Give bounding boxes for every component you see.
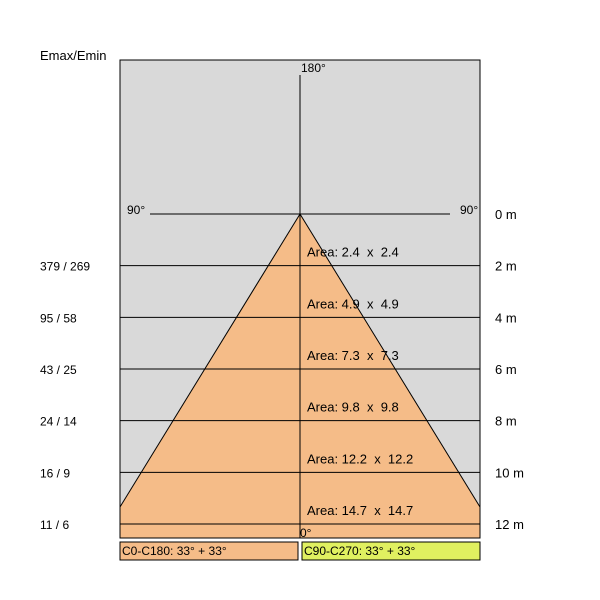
emax-emin-label: 16 / 9 [40, 466, 70, 480]
cone-edge [119, 213, 301, 508]
emax-emin-label: 379 / 269 [40, 260, 90, 274]
cone-edge [299, 213, 481, 508]
legend-label: C0-C180: 33° + 33° [122, 544, 227, 558]
area-label: Area: 2.4 x 2.4 [307, 245, 399, 260]
angle-label: 90° [127, 203, 145, 217]
emax-emin-label: 95 / 58 [40, 311, 77, 325]
angle-label: 90° [460, 203, 478, 217]
area-label: Area: 12.2 x 12.2 [307, 451, 413, 466]
angle-label: 0° [300, 526, 312, 540]
emax-emin-label: 43 / 25 [40, 363, 77, 377]
distance-label: 4 m [495, 310, 517, 325]
angle-label: 180° [301, 61, 326, 75]
distance-label: 8 m [495, 414, 517, 429]
distance-label: 12 m [495, 517, 524, 532]
distance-label: 0 m [495, 207, 517, 222]
distance-label: 10 m [495, 465, 524, 480]
legend-label: C90-C270: 33° + 33° [304, 544, 416, 558]
legend-box [119, 541, 299, 561]
title: Emax/Emin [40, 48, 106, 63]
distance-label: 2 m [495, 259, 517, 274]
area-label: Area: 14.7 x 14.7 [307, 503, 413, 518]
area-label: Area: 4.9 x 4.9 [307, 296, 399, 311]
emax-emin-label: 11 / 6 [40, 518, 69, 532]
legend-box [301, 541, 481, 561]
area-label: Area: 9.8 x 9.8 [307, 400, 399, 415]
distance-label: 6 m [495, 362, 517, 377]
emax-emin-label: 24 / 14 [40, 415, 77, 429]
area-label: Area: 7.3 x 7.3 [307, 348, 399, 363]
